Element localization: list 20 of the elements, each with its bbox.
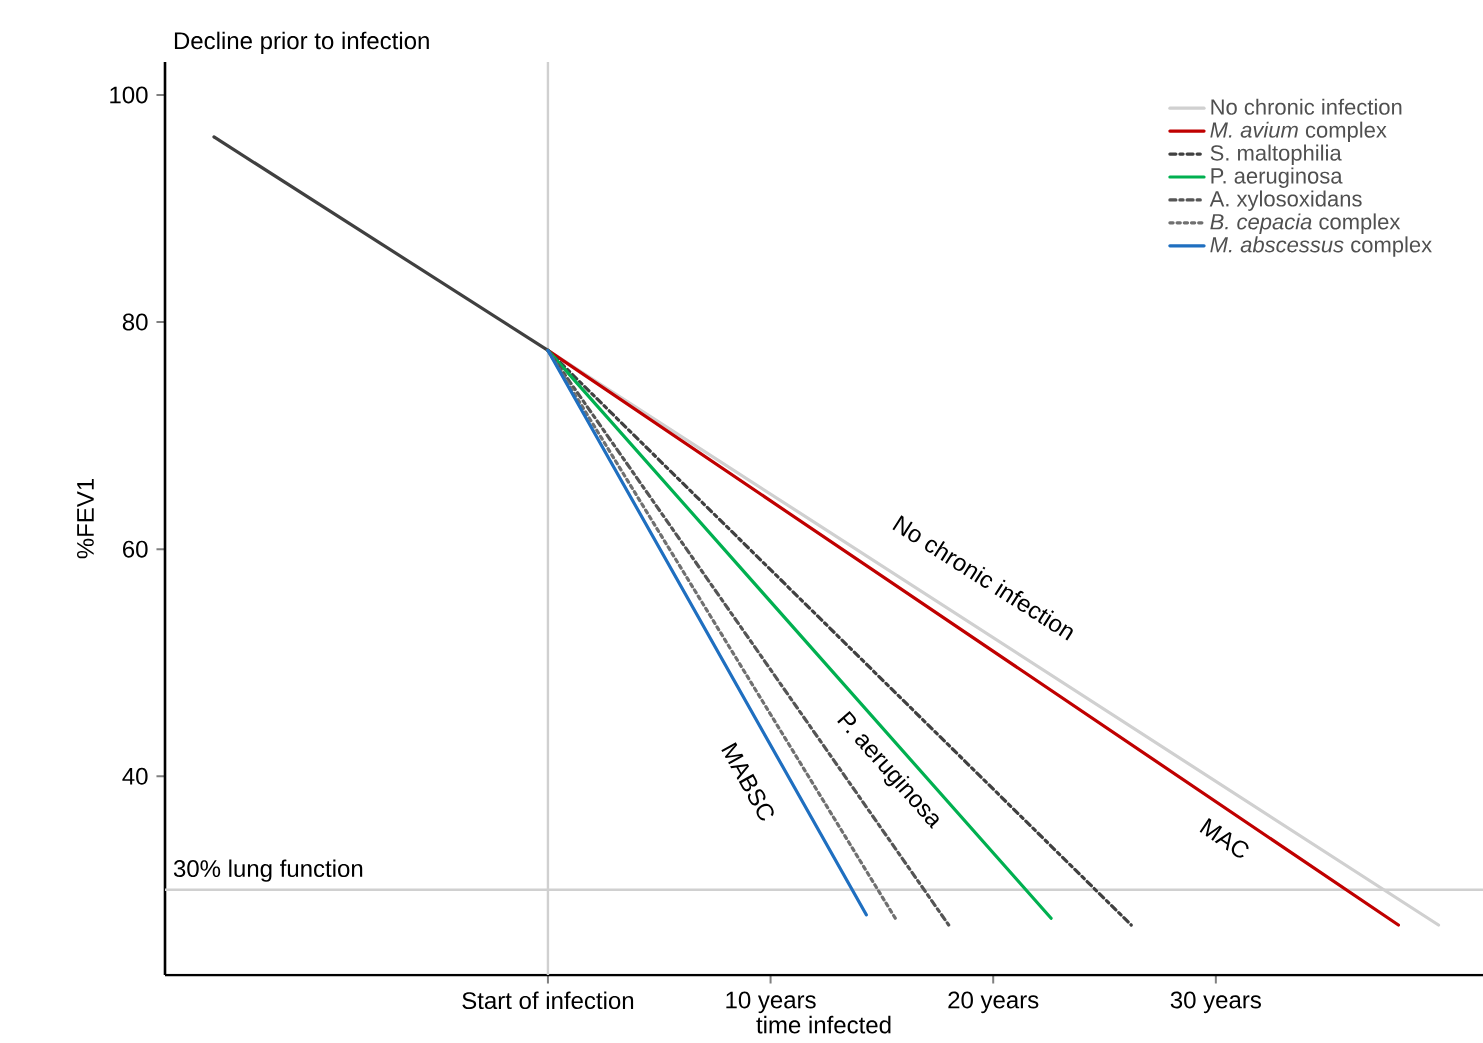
x-tick-label: 30 years — [1170, 991, 1261, 1014]
legend-label: No chronic infection — [1211, 98, 1402, 115]
legend-label: M. abscessus complex — [1210, 236, 1432, 257]
y-tick-label: 100 — [110, 86, 148, 104]
x-tick-label: 10 years — [726, 991, 816, 1014]
legend-label: S. maltophilia — [1210, 144, 1342, 166]
y-tick-label: 40 — [122, 767, 148, 785]
annotation: MAC — [1199, 818, 1249, 858]
y-tick-label: 60 — [123, 540, 148, 558]
text: Decline prior to infection — [174, 31, 429, 55]
legend-label: B. cepacia complex — [1210, 213, 1401, 234]
y-tick-label: 80 — [122, 313, 148, 331]
ref-line-label: 30% lung function — [173, 859, 363, 882]
legend-label: P. aeruginosa — [1211, 167, 1343, 188]
legend-label: A. xylosoxidans — [1209, 190, 1362, 211]
legend-label: M. avium complex — [1210, 121, 1387, 143]
x-tick-label: 20 years — [948, 991, 1039, 1014]
y-axis-title: %FEV1 — [77, 478, 94, 559]
x-axis-title: time infected — [756, 1015, 891, 1034]
x-tick-label: Start of infection — [462, 991, 634, 1010]
